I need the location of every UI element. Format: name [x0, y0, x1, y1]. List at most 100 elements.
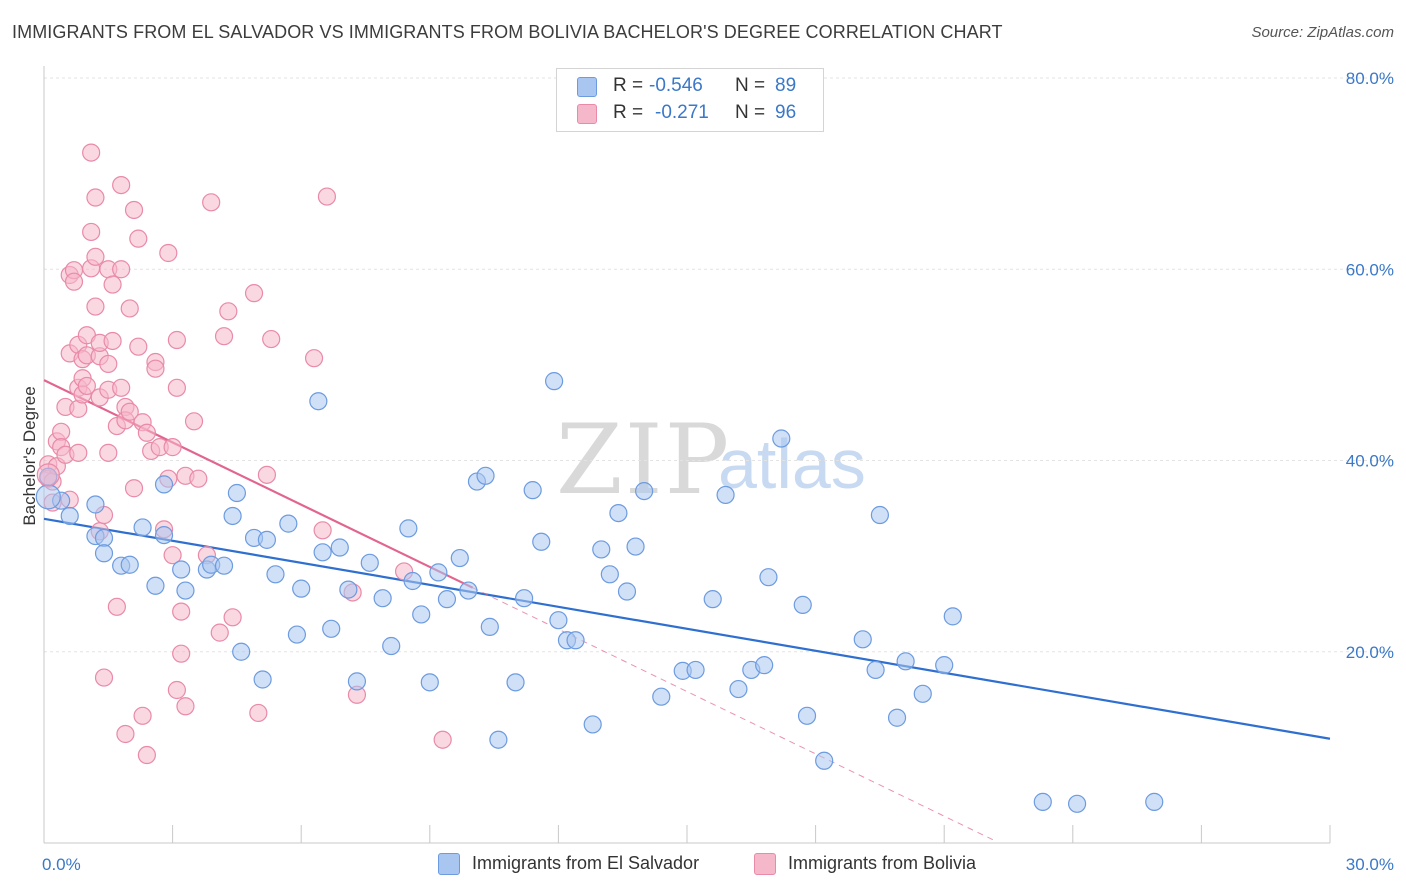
el-salvador-point — [214, 556, 234, 575]
el-salvador-point — [223, 506, 242, 526]
el-salvador-point — [887, 708, 907, 727]
bolivia-swatch — [577, 104, 597, 124]
bolivia-point — [86, 247, 105, 266]
el-salvador-point — [549, 611, 568, 630]
bolivia-point — [36, 463, 60, 487]
bolivia-point — [116, 724, 135, 744]
bolivia-point — [317, 187, 337, 206]
el-salvador-point — [609, 503, 628, 523]
bolivia-point — [112, 176, 131, 195]
el-salvador-point — [635, 482, 654, 501]
bolivia-point — [112, 260, 131, 279]
x-tick-label: 30.0% — [1346, 855, 1394, 874]
bolivia-point — [137, 423, 156, 442]
el-salvador-point — [943, 607, 962, 626]
el-salvador-point — [86, 495, 105, 514]
y-tick-label: 60.0% — [1346, 260, 1394, 279]
bolivia-trend-extension — [472, 587, 996, 842]
el-salvador-point — [652, 687, 671, 706]
bolivia-legend-label: Immigrants from Bolivia — [788, 853, 977, 873]
el-salvador-point — [154, 525, 174, 545]
el-salvador-point — [373, 589, 392, 608]
el-salvador-point — [583, 715, 602, 734]
el-salvador-point — [154, 475, 174, 494]
el-salvador-point — [755, 656, 774, 675]
watermark-atlas: atlas — [718, 425, 866, 503]
bolivia-point — [99, 354, 118, 374]
el-salvador-point — [759, 568, 778, 587]
el-salvador-point — [227, 483, 246, 503]
bolivia-point — [176, 697, 195, 716]
el-salvador-point — [437, 590, 457, 609]
el-salvador-point — [292, 579, 311, 598]
el-salvador-point — [793, 595, 812, 614]
el-salvador-point — [506, 673, 525, 692]
el-salvador-point — [60, 506, 79, 526]
bolivia-legend-swatch — [754, 853, 776, 875]
el-salvador-point — [480, 617, 499, 636]
el-salvador-point — [309, 392, 328, 411]
n-value: 89 — [775, 75, 797, 96]
bolivia-point — [103, 331, 122, 351]
el-salvador-legend-swatch — [438, 853, 460, 875]
bolivia-point — [184, 412, 204, 431]
n-value: 96 — [775, 102, 797, 123]
el-salvador-point — [403, 571, 422, 591]
el-salvador-swatch — [577, 77, 597, 97]
axes — [43, 66, 1331, 844]
bolivia-point — [112, 378, 131, 397]
el-salvador-point — [120, 555, 139, 574]
n-label: N = — [735, 75, 766, 96]
el-salvador-legend-label: Immigrants from El Salvador — [472, 853, 700, 873]
bolivia-point — [133, 706, 152, 725]
bolivia-point — [244, 284, 264, 303]
bolivia-point — [52, 422, 71, 441]
y-tick-label: 40.0% — [1346, 452, 1394, 471]
el-salvador-point — [257, 530, 277, 549]
y-tick-label: 80.0% — [1346, 69, 1394, 88]
el-salvador-point — [1033, 792, 1052, 811]
el-salvador-point — [347, 672, 367, 691]
el-salvador-point — [716, 485, 735, 505]
el-salvador-point — [1067, 794, 1087, 813]
bolivia-point — [69, 443, 88, 462]
chart-title: IMMIGRANTS FROM EL SALVADOR VS IMMIGRANT… — [12, 22, 1003, 42]
el-salvador-point — [339, 580, 358, 599]
el-salvador-point — [313, 543, 332, 562]
bolivia-point — [214, 327, 234, 346]
el-salvador-point — [935, 656, 954, 675]
bolivia-point — [167, 330, 186, 350]
bolivia-point — [99, 443, 118, 462]
el-salvador-point — [266, 565, 285, 584]
bolivia-point — [86, 297, 105, 316]
el-salvador-point — [94, 544, 114, 563]
bolivia-point — [262, 329, 281, 349]
bolivia-point — [120, 299, 139, 318]
el-salvador-point — [545, 372, 564, 391]
bolivia-point — [129, 337, 148, 356]
tick-labels: 20.0% 40.0% 60.0% 80.0% 0.0% 30.0% — [42, 69, 1394, 874]
y-tick-label: 20.0% — [1346, 643, 1394, 662]
bolivia-point — [64, 272, 84, 291]
el-salvador-point — [566, 631, 585, 650]
el-salvador-point — [913, 684, 932, 703]
el-salvador-point — [1145, 792, 1164, 811]
r-value: -0.271 — [655, 102, 709, 123]
bolivia-point — [210, 623, 229, 642]
el-salvador-point — [870, 505, 890, 525]
bolivia-point — [257, 465, 277, 484]
bolivia-point — [124, 479, 144, 498]
el-salvador-point — [399, 519, 418, 538]
bolivia-point — [172, 644, 191, 663]
el-salvador-point — [866, 660, 885, 680]
bolivia-point — [82, 222, 101, 242]
el-salvador-point — [450, 548, 469, 568]
bolivia-point — [137, 745, 156, 765]
el-salvador-point — [896, 652, 915, 671]
grid-lines — [44, 77, 1392, 653]
el-salvador-point — [232, 642, 251, 661]
correlation-legend: R = -0.546 N = 89 R = -0.271 N = 96 — [556, 68, 824, 132]
bolivia-point — [86, 188, 105, 207]
r-value: -0.546 — [649, 75, 703, 96]
bolivia-point — [77, 376, 96, 396]
